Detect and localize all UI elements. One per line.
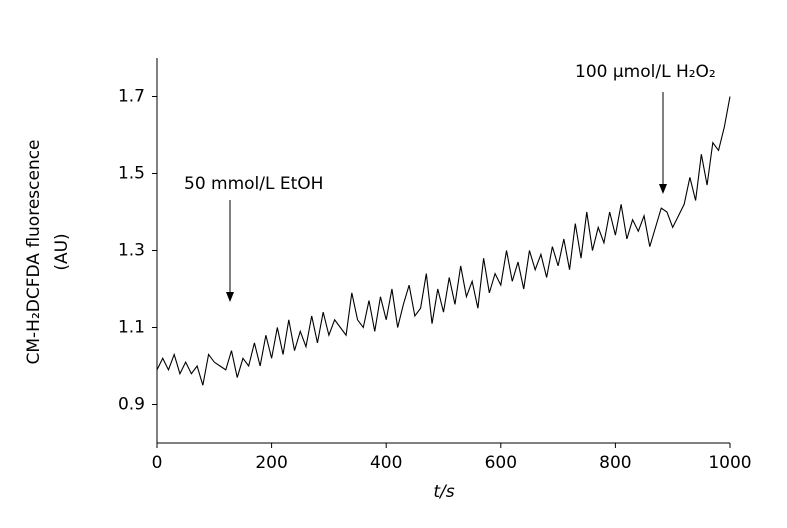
x-tick-label: 200 bbox=[255, 453, 287, 473]
y-tick-label: 1.7 bbox=[118, 87, 145, 107]
x-tick-label: 600 bbox=[485, 453, 517, 473]
y-tick-label: 1.5 bbox=[118, 164, 145, 184]
x-tick-label: 0 bbox=[152, 453, 163, 473]
x-tick-label: 400 bbox=[370, 453, 402, 473]
annotation: 50 mmol/L EtOH bbox=[184, 174, 323, 194]
arrow-head bbox=[659, 184, 667, 194]
y-axis-label: (AU) bbox=[52, 233, 72, 270]
arrow-head bbox=[226, 292, 234, 302]
x-axis-label: t/s bbox=[433, 482, 454, 502]
y-tick-label: 1.1 bbox=[118, 318, 145, 338]
y-tick-label: 0.9 bbox=[118, 395, 145, 415]
y-axis-label: CM-H₂DCFDA fluorescence bbox=[24, 139, 44, 364]
x-tick-label: 1000 bbox=[708, 453, 751, 473]
y-tick-label: 1.3 bbox=[118, 241, 145, 261]
x-tick-label: 800 bbox=[599, 453, 631, 473]
annotation: 100 μmol/L H₂O₂ bbox=[575, 62, 716, 82]
data-line bbox=[156, 96, 731, 386]
